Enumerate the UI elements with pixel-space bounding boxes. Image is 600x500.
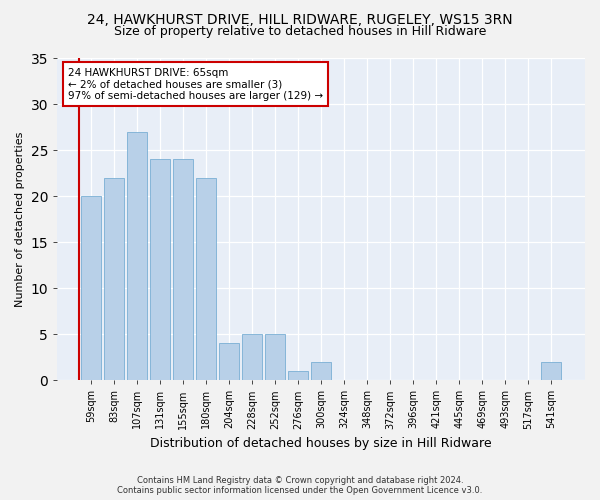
Bar: [81, 196, 101, 380]
Y-axis label: Number of detached properties: Number of detached properties: [15, 132, 25, 307]
Text: 24, HAWKHURST DRIVE, HILL RIDWARE, RUGELEY, WS15 3RN: 24, HAWKHURST DRIVE, HILL RIDWARE, RUGEL…: [87, 12, 513, 26]
Bar: [289, 371, 308, 380]
X-axis label: Distribution of detached houses by size in Hill Ridware: Distribution of detached houses by size …: [150, 437, 492, 450]
Bar: [541, 362, 561, 380]
Bar: [265, 334, 285, 380]
Text: 24 HAWKHURST DRIVE: 65sqm
← 2% of detached houses are smaller (3)
97% of semi-de: 24 HAWKHURST DRIVE: 65sqm ← 2% of detach…: [68, 68, 323, 101]
Bar: [104, 178, 124, 380]
Text: Size of property relative to detached houses in Hill Ridware: Size of property relative to detached ho…: [114, 25, 486, 38]
Text: Contains HM Land Registry data © Crown copyright and database right 2024.
Contai: Contains HM Land Registry data © Crown c…: [118, 476, 482, 495]
Bar: [311, 362, 331, 380]
Bar: [242, 334, 262, 380]
Bar: [196, 178, 216, 380]
Bar: [173, 159, 193, 380]
Bar: [127, 132, 147, 380]
Bar: [219, 344, 239, 380]
Bar: [150, 159, 170, 380]
